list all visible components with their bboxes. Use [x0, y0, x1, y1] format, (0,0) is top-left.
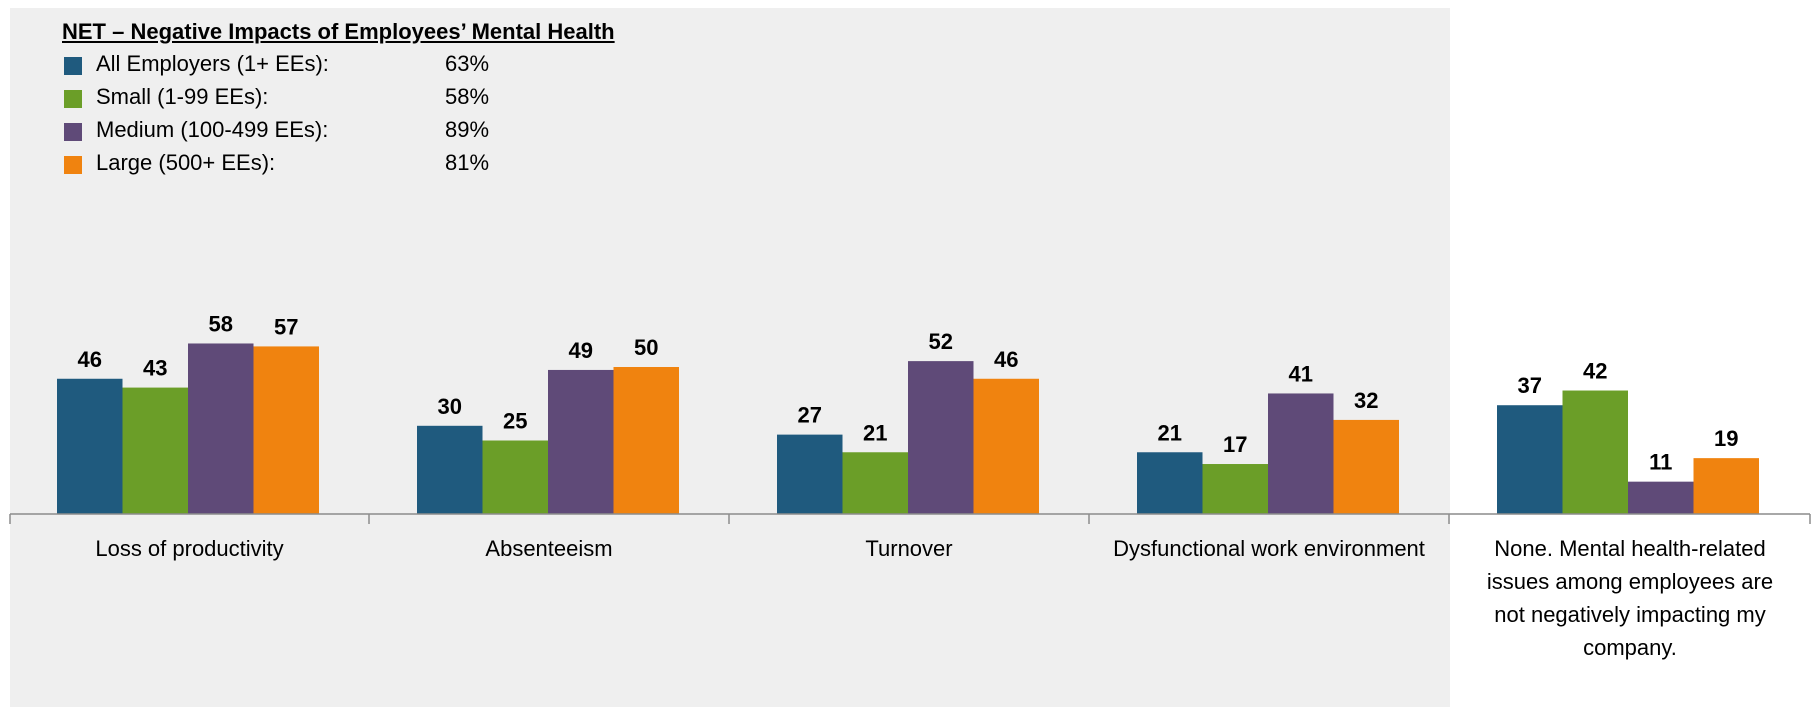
data-label: 37 [1518, 373, 1542, 398]
bar [417, 425, 483, 514]
data-label: 52 [929, 329, 953, 354]
data-label: 21 [1158, 420, 1182, 445]
data-label: 21 [863, 420, 887, 445]
data-label: 27 [798, 403, 822, 428]
bar [57, 378, 123, 514]
bar [1628, 481, 1694, 514]
data-label: 30 [438, 394, 462, 419]
bar [1693, 458, 1759, 514]
bar [253, 346, 319, 514]
data-label: 25 [503, 409, 527, 434]
data-label: 57 [274, 314, 298, 339]
legend-item-large: Large (500+ EEs): 81% [62, 150, 615, 183]
x-tick-label: Loss of productivity [95, 536, 283, 561]
bar [613, 367, 679, 514]
x-tick-label: Absenteeism [485, 536, 612, 561]
legend-value: 63% [445, 51, 490, 76]
bar [122, 387, 188, 514]
legend: NET – Negative Impacts of Employees’ Men… [62, 19, 615, 183]
data-label: 46 [994, 347, 1018, 372]
bar [1137, 452, 1203, 514]
data-label: 58 [209, 311, 233, 336]
bar [973, 378, 1039, 514]
legend-value: 58% [445, 84, 490, 109]
bar [548, 369, 614, 514]
legend-label: Small (1-99 EEs): [96, 84, 269, 109]
legend-label: All Employers (1+ EEs): [96, 51, 329, 76]
data-label: 32 [1354, 388, 1378, 413]
bar [482, 440, 548, 514]
legend-swatch [64, 156, 82, 174]
legend-item-medium: Medium (100-499 EEs): 89% [62, 117, 615, 150]
x-tick-label: None. Mental health-related issues among … [1487, 536, 1773, 660]
legend-label: Large (500+ EEs): [96, 150, 276, 175]
data-label: 41 [1289, 361, 1313, 386]
legend-item-small: Small (1-99 EEs): 58% [62, 84, 615, 117]
bar [1333, 419, 1399, 514]
data-label: 42 [1583, 359, 1607, 384]
bar [842, 452, 908, 514]
data-label: 50 [634, 335, 658, 360]
data-label: 11 [1649, 450, 1672, 475]
legend-item-all-employers: All Employers (1+ EEs): 63% [62, 51, 615, 84]
data-label: 46 [78, 347, 102, 372]
bar [777, 434, 843, 514]
legend-swatch [64, 123, 82, 141]
legend-value: 89% [445, 117, 490, 142]
x-tick-label: Turnover [865, 536, 952, 561]
x-tick-label: Dysfunctional work environment [1113, 536, 1425, 561]
legend-value: 81% [445, 150, 490, 175]
legend-label: Medium (100-499 EEs): [96, 117, 329, 142]
data-label: 49 [569, 338, 593, 363]
bar [1202, 464, 1268, 514]
bar [1562, 390, 1628, 514]
data-label: 17 [1223, 432, 1247, 457]
bar [1268, 393, 1334, 514]
data-label: 19 [1714, 426, 1738, 451]
legend-swatch [64, 57, 82, 75]
legend-title: NET – Negative Impacts of Employees’ Men… [62, 19, 615, 44]
bar [1497, 405, 1563, 514]
bar [188, 343, 254, 514]
bar [908, 361, 974, 514]
legend-swatch [64, 90, 82, 108]
data-label: 43 [143, 356, 167, 381]
